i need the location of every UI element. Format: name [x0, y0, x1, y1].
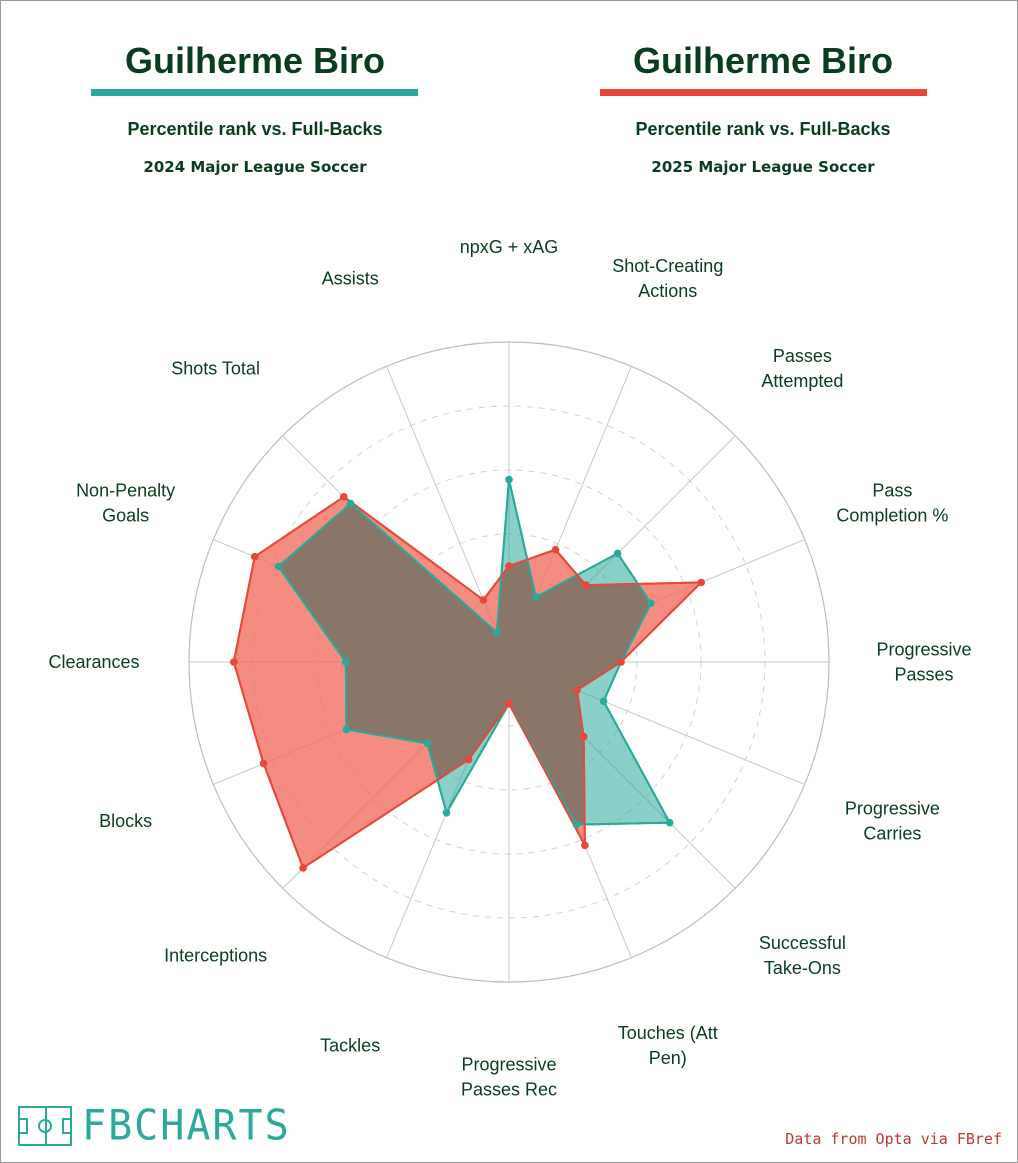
axis-label-13: Clearances — [48, 652, 139, 672]
series-2024-point-7 — [665, 818, 674, 827]
axis-label-12: Blocks — [99, 811, 152, 831]
series-2025-point-6 — [573, 686, 581, 694]
series-2024-point-15 — [346, 499, 355, 508]
right-title-underline — [600, 89, 927, 96]
radar-series — [230, 475, 705, 872]
series-2025-point-9 — [505, 699, 513, 708]
pitch-icon — [18, 1106, 72, 1146]
series-2025-point-14 — [250, 552, 259, 561]
axis-label-6: Progressive Carries — [845, 798, 940, 843]
right-season: 2025 Major League Soccer — [651, 158, 875, 176]
fbcharts-logo: FBCHARTS — [18, 1101, 291, 1151]
data-source: Data from Opta via FBref — [785, 1130, 1002, 1148]
series-2025-point-4 — [697, 578, 705, 587]
series-2024-point-4 — [647, 599, 655, 607]
axis-label-9: Progressive Passes Rec — [461, 1055, 557, 1100]
series-2025-point-15 — [340, 493, 348, 501]
logo-text: FBCHARTS — [82, 1101, 291, 1151]
left-season: 2024 Major League Soccer — [143, 158, 367, 176]
series-overlap-area — [278, 496, 670, 825]
left-player-name: Guilherme Biro — [124, 40, 386, 81]
series-2024-point-1 — [505, 475, 513, 484]
radar-axis-labels: npxG + xAG Shot-Creating Actions Passes Atte… — [48, 237, 971, 1100]
axis-label-3: Passes Attempted — [761, 346, 843, 391]
series-2025-point-7 — [579, 732, 588, 741]
series-2025-point-3 — [582, 581, 590, 589]
left-subtitle: Percentile rank vs. Full-Backs — [127, 119, 383, 139]
series-2024-point-14 — [274, 562, 283, 571]
axis-label-8: Touches (Att Pen) — [618, 1023, 718, 1068]
series-2024-point-6 — [599, 697, 608, 705]
series-2025-point-12 — [259, 759, 268, 768]
series-2025-point-1 — [505, 562, 513, 570]
series-2025-point-11 — [299, 864, 307, 872]
axis-label-14: Non-Penalty Goals — [76, 481, 175, 526]
left-title-underline — [91, 89, 418, 96]
axis-label-4: Pass Completion % — [836, 481, 948, 526]
series-2024-point-16 — [493, 628, 501, 637]
axis-label-7: Successful Take-Ons — [759, 933, 846, 978]
series-2024-point-13 — [342, 658, 350, 666]
series-2025-point-2 — [551, 545, 560, 554]
series-2024-point-11 — [423, 739, 432, 748]
series-2024-point-2 — [532, 593, 540, 601]
right-player-name: Guilherme Biro — [632, 40, 894, 81]
axis-label-15: Shots Total — [171, 359, 260, 379]
series-2025-point-10 — [464, 755, 473, 764]
axis-label-5: Progressive Passes — [876, 640, 971, 685]
right-subtitle: Percentile rank vs. Full-Backs — [635, 119, 891, 139]
series-2024-point-10 — [442, 809, 451, 817]
axis-label-11: Interceptions — [164, 945, 267, 965]
series-2025-point-5 — [617, 658, 625, 666]
series-2025-point-16 — [479, 596, 488, 604]
axis-label-1: npxG + xAG — [460, 237, 559, 257]
axis-label-16: Assists — [322, 269, 379, 289]
axis-label-10: Tackles — [320, 1035, 380, 1055]
axis-label-2: Shot-Creating Actions — [612, 256, 723, 301]
series-2025-point-13 — [230, 658, 238, 666]
series-2024-point-8 — [572, 820, 581, 829]
series-2024-point-3 — [613, 549, 622, 558]
series-2024-point-12 — [342, 725, 351, 734]
series-2025-point-8 — [581, 841, 589, 850]
